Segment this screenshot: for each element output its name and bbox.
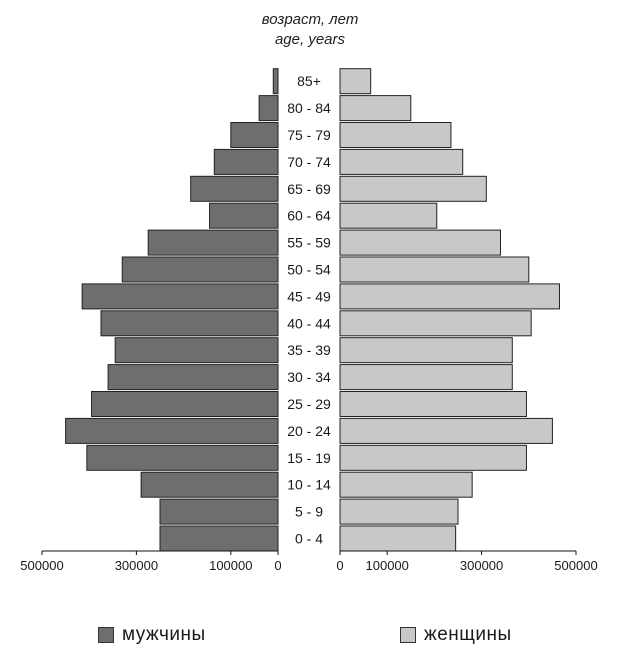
x-tick-label-left-3: 0 xyxy=(274,558,281,573)
bar-male-85plus xyxy=(272,68,279,95)
bar-female-0-4 xyxy=(339,525,457,552)
bar-female-10-14 xyxy=(339,471,473,498)
age-label-45-49: 45 - 49 xyxy=(287,288,331,304)
x-tick-label-left-1: 300000 xyxy=(115,558,158,573)
bar-female-20-24 xyxy=(339,417,553,444)
bar-female-70-74 xyxy=(339,148,464,175)
bar-male-25-29 xyxy=(91,391,279,417)
bar-female-60-64 xyxy=(339,202,438,229)
x-tick-label-right-2: 300000 xyxy=(460,558,503,573)
bar-male-40-44 xyxy=(100,310,279,337)
legend-item-male: мужчины xyxy=(98,624,206,646)
age-label-30-34: 30 - 34 xyxy=(287,369,331,385)
bar-female-40-44 xyxy=(339,310,532,337)
age-label-25-29: 25 - 29 xyxy=(287,396,331,412)
bar-male-0-4 xyxy=(159,525,279,552)
female-bars xyxy=(339,68,560,552)
age-label-15-19: 15 - 19 xyxy=(287,450,331,466)
bar-male-5-9 xyxy=(159,498,279,525)
bar-female-50-54 xyxy=(339,256,530,283)
bar-female-55-59 xyxy=(339,229,501,256)
population-pyramid-chart: возраст, лет age, years 0 - 4 5 - 9 10 - 1… xyxy=(20,11,598,573)
bar-female-35-39 xyxy=(339,337,513,364)
bar-male-75-79 xyxy=(230,122,279,148)
legend-item-female: женщины xyxy=(400,624,512,646)
bar-male-30-34 xyxy=(107,364,279,391)
age-label-40-44: 40 - 44 xyxy=(287,315,331,331)
bar-female-75-79 xyxy=(339,122,452,148)
bar-male-45-49 xyxy=(81,283,279,310)
age-label-75-79: 75 - 79 xyxy=(287,127,331,143)
bar-female-15-19 xyxy=(339,444,527,471)
x-tick-label-right-3: 500000 xyxy=(554,558,597,573)
legend-swatch-male xyxy=(98,627,114,643)
bar-female-5-9 xyxy=(339,498,459,525)
y-axis-title-ru: возраст, лет xyxy=(262,11,359,28)
age-label-60-64: 60 - 64 xyxy=(287,208,331,224)
bar-male-10-14 xyxy=(140,471,279,498)
x-tick-label-right-1: 100000 xyxy=(366,558,409,573)
age-label-35-39: 35 - 39 xyxy=(287,342,331,358)
y-axis-title-en: age, years xyxy=(275,31,346,48)
bar-male-60-64 xyxy=(209,202,279,229)
bar-male-50-54 xyxy=(121,256,279,283)
age-label-65-69: 65 - 69 xyxy=(287,181,331,197)
age-label-50-54: 50 - 54 xyxy=(287,262,331,278)
bar-female-45-49 xyxy=(339,283,560,310)
age-group-labels: 0 - 4 5 - 9 10 - 14 15 - 19 20 - 24 25 - 29 30… xyxy=(287,73,331,546)
age-label-10-14: 10 - 14 xyxy=(287,477,331,493)
bar-female-30-34 xyxy=(339,364,513,391)
x-axis-ticks: 500000 300000 100000 0 0 100000 300000 500000 xyxy=(20,551,598,573)
bar-male-65-69 xyxy=(190,175,279,202)
age-label-85plus: 85+ xyxy=(297,73,321,89)
bar-female-85plus xyxy=(339,68,372,95)
male-bars xyxy=(65,68,279,552)
age-label-0-4: 0 - 4 xyxy=(295,531,323,547)
x-tick-label-right-0: 0 xyxy=(336,558,343,573)
legend-swatch-female xyxy=(400,627,416,643)
bar-male-15-19 xyxy=(86,444,279,471)
age-label-55-59: 55 - 59 xyxy=(287,235,331,251)
x-tick-label-left-0: 500000 xyxy=(20,558,63,573)
bar-female-65-69 xyxy=(339,175,487,202)
age-label-70-74: 70 - 74 xyxy=(287,154,331,170)
x-tick-label-left-2: 100000 xyxy=(209,558,252,573)
bar-female-80-84 xyxy=(339,95,412,122)
bar-male-80-84 xyxy=(258,95,279,122)
bar-female-25-29 xyxy=(339,391,527,417)
age-label-20-24: 20 - 24 xyxy=(287,423,331,439)
age-label-80-84: 80 - 84 xyxy=(287,100,331,116)
legend-label-male: мужчины xyxy=(122,624,206,645)
legend-label-female: женщины xyxy=(424,624,512,645)
bar-male-35-39 xyxy=(114,337,279,364)
bar-male-20-24 xyxy=(65,417,279,444)
bar-male-55-59 xyxy=(147,229,279,256)
age-label-5-9: 5 - 9 xyxy=(295,504,323,520)
bar-male-70-74 xyxy=(213,148,279,175)
